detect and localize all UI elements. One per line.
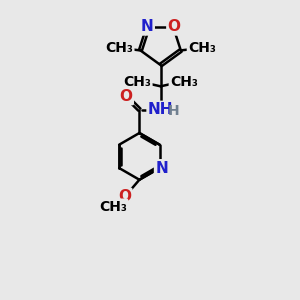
Text: O: O xyxy=(168,19,181,34)
Text: CH₃: CH₃ xyxy=(188,41,216,55)
Text: N: N xyxy=(141,19,153,34)
Text: CH₃: CH₃ xyxy=(170,75,198,89)
Text: CH₃: CH₃ xyxy=(99,200,127,214)
Text: H: H xyxy=(168,104,180,118)
Text: N: N xyxy=(155,160,168,175)
Text: O: O xyxy=(118,189,131,204)
Text: O: O xyxy=(119,89,133,104)
Text: NH: NH xyxy=(148,102,173,117)
Text: CH₃: CH₃ xyxy=(123,75,151,89)
Text: CH₃: CH₃ xyxy=(105,41,133,55)
